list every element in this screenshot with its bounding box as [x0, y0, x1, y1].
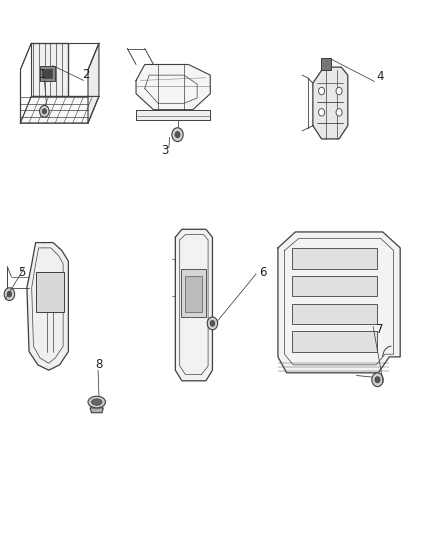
Circle shape	[42, 109, 46, 114]
Polygon shape	[27, 243, 68, 370]
Ellipse shape	[88, 396, 106, 408]
Bar	[321, 58, 331, 70]
Circle shape	[336, 87, 342, 95]
Polygon shape	[136, 64, 210, 110]
Circle shape	[7, 291, 12, 297]
Text: 8: 8	[95, 358, 102, 372]
Circle shape	[318, 87, 325, 95]
Polygon shape	[20, 96, 99, 123]
Circle shape	[372, 373, 383, 386]
Circle shape	[172, 128, 183, 142]
Polygon shape	[175, 229, 212, 381]
Polygon shape	[88, 43, 99, 123]
Text: 3: 3	[161, 144, 168, 157]
Text: 2: 2	[82, 68, 90, 80]
Bar	[292, 248, 377, 269]
Circle shape	[4, 288, 14, 301]
Bar	[292, 332, 377, 352]
Bar	[35, 272, 64, 312]
Text: 1: 1	[39, 68, 46, 80]
Polygon shape	[90, 408, 103, 413]
Text: 4: 4	[376, 70, 383, 83]
Text: 6: 6	[259, 266, 266, 279]
Bar	[181, 269, 206, 317]
Text: 5: 5	[18, 266, 25, 279]
Bar	[39, 66, 55, 82]
Circle shape	[207, 317, 218, 330]
Polygon shape	[313, 67, 348, 139]
Polygon shape	[31, 43, 68, 96]
Text: 7: 7	[376, 322, 383, 336]
Polygon shape	[136, 110, 210, 120]
Circle shape	[210, 320, 215, 326]
Bar	[43, 69, 52, 78]
Polygon shape	[278, 232, 400, 373]
Bar	[292, 304, 377, 324]
Bar	[292, 276, 377, 296]
Circle shape	[175, 132, 180, 138]
Circle shape	[39, 106, 49, 117]
Circle shape	[318, 109, 325, 116]
Circle shape	[375, 377, 380, 383]
Circle shape	[336, 109, 342, 116]
Ellipse shape	[92, 399, 102, 405]
Bar	[185, 276, 202, 312]
